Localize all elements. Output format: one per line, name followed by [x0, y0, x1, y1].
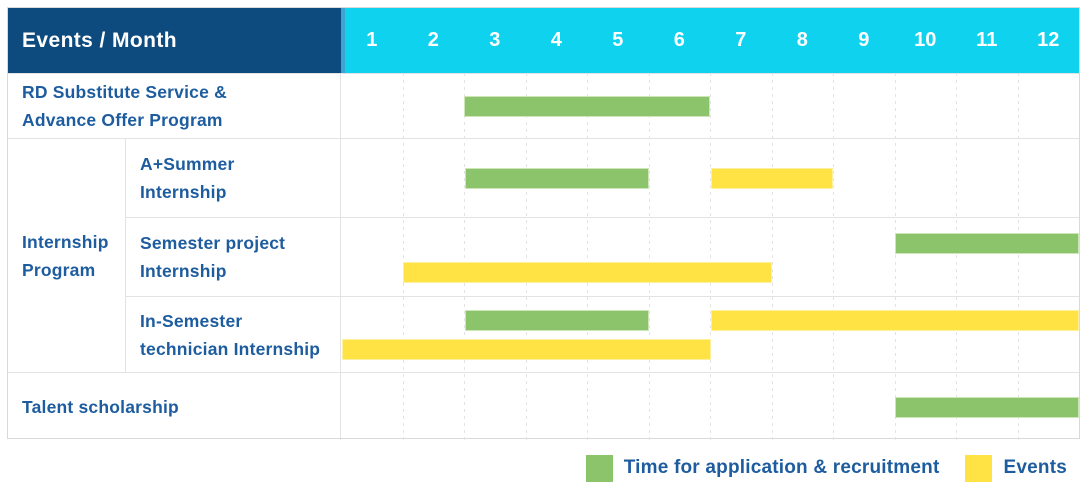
month-header-1: 1	[366, 29, 378, 51]
subrow-label: Internship	[140, 261, 227, 281]
month-header-10: 10	[914, 29, 937, 51]
legend-item-application: Time for application & recruitment	[585, 454, 940, 482]
bar-application-recruitment	[894, 397, 1079, 418]
group-label: Internship	[22, 231, 109, 252]
subrow-label: In-Semester	[140, 310, 243, 331]
month-header-3: 3	[489, 29, 501, 51]
timeline-track	[342, 297, 1079, 372]
timeline-track	[341, 373, 1079, 441]
timeline-track	[342, 139, 1079, 217]
table-subrow: In-Semester technician Internship	[126, 296, 1079, 372]
row-label-cell: RD Substitute Service & Advance Offer Pro…	[8, 74, 341, 138]
month-header-9: 9	[858, 29, 870, 51]
bar-event	[710, 310, 1079, 331]
month-header-8: 8	[796, 29, 808, 51]
gantt-table: Events / Month 1 2 3 4 5 6 7 8 9 10 11 12 RD Substi…	[7, 7, 1080, 440]
bar-event	[342, 339, 711, 360]
bar-event	[403, 261, 772, 283]
timeline-track	[341, 74, 1079, 138]
header-events-month-label: Events / Month	[22, 28, 177, 52]
month-header-6: 6	[673, 29, 685, 51]
subrow-label: A+Summer	[140, 154, 235, 174]
row-label-cell: Talent scholarship	[8, 373, 341, 441]
month-header-7: 7	[735, 29, 747, 51]
table-header-row: Events / Month 1 2 3 4 5 6 7 8 9 10 11 12	[8, 8, 1079, 73]
legend: Time for application & recruitment Events	[585, 450, 1067, 486]
month-header-4: 4	[550, 29, 562, 51]
subrow-label: technician Internship	[140, 338, 321, 359]
row-label: Talent scholarship	[22, 397, 179, 417]
group-subrows: A+Summer Internship Semester project Intern…	[125, 139, 1079, 372]
month-header-2: 2	[427, 29, 439, 51]
timeline-track	[342, 218, 1079, 296]
bar-application-recruitment	[464, 310, 650, 331]
month-header-11: 11	[976, 29, 998, 51]
subrow-label-cell: A+Summer Internship	[126, 139, 342, 217]
month-header-12: 12	[1037, 29, 1060, 51]
bar-application-recruitment	[464, 167, 650, 189]
table-body: RD Substitute Service & Advance Offer Pro…	[8, 73, 1079, 440]
subrow-label-cell: Semester project Internship	[126, 218, 342, 296]
month-header-5: 5	[612, 29, 624, 51]
row-label: Advance Offer Program	[22, 110, 223, 130]
table-subrow: A+Summer Internship	[126, 139, 1079, 217]
bar-application-recruitment	[894, 232, 1079, 254]
group-label: Program	[22, 259, 96, 280]
bar-application-recruitment	[464, 96, 710, 117]
row-label: RD Substitute Service &	[22, 82, 227, 102]
header-events-month-cell: Events / Month	[8, 8, 341, 73]
legend-item-event: Events	[965, 454, 1067, 482]
legend-label: Events	[1003, 457, 1067, 478]
month-axis: 1 2 3 4 5 6 7 8 9 10 11 12	[341, 8, 1079, 73]
group-label-cell: Internship Program	[8, 139, 125, 372]
legend-label: Time for application & recruitment	[623, 457, 940, 478]
subrow-label-cell: In-Semester technician Internship	[126, 297, 342, 372]
legend-swatch-green	[585, 454, 613, 482]
table-row: Talent scholarship	[8, 372, 1079, 441]
subrow-label: Internship	[140, 182, 227, 202]
legend-swatch-yellow	[965, 454, 993, 482]
table-row: RD Substitute Service & Advance Offer Pro…	[8, 73, 1079, 138]
subrow-label: Semester project	[140, 233, 286, 253]
bar-event	[710, 167, 834, 189]
table-row-group: Internship Program A+Summer Internship Semes…	[8, 138, 1079, 372]
table-subrow: Semester project Internship	[126, 217, 1079, 296]
